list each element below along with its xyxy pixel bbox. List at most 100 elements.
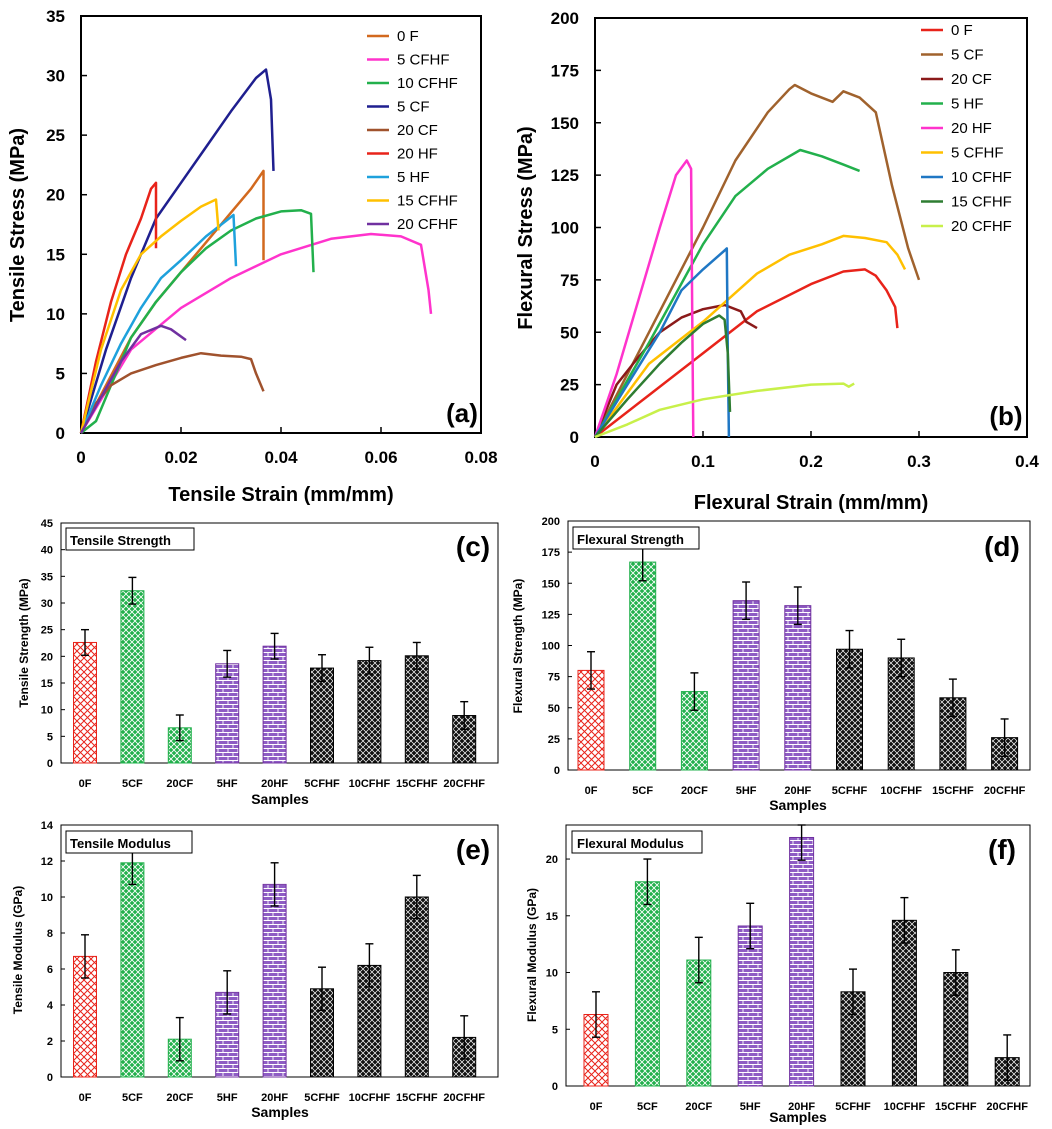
y-tick-label: 125 [551,166,579,185]
x-tick-label: 10CFHF [349,778,391,790]
error-bar [849,968,857,1016]
y-axis-title: Flexural Stress (MPa) [515,126,537,329]
y-tick-label: 125 [542,609,560,621]
error-bar [742,581,751,621]
x-tick-label: 5CFHF [304,1092,340,1104]
error-bar [797,824,806,861]
y-tick-label: 150 [542,578,560,590]
error-bar [1000,718,1009,758]
y-tick-label: 0 [47,758,53,770]
legend-label: 5 CFHF [397,52,450,69]
legend-label: 20 CF [397,122,438,139]
error-bar [81,628,89,656]
inner-label: Tensile Modulus [70,836,171,851]
x-tick-label: 0.3 [907,452,931,471]
series-line [593,247,731,438]
series-line [594,268,899,438]
bar [891,919,917,1087]
x-tick-label: 0F [585,785,598,797]
y-tick-label: 4 [47,1000,54,1012]
y-tick-label: 20 [546,854,558,866]
inner-label-box [571,830,703,854]
legend-label: 10 CFHF [397,75,458,92]
y-tick-label: 0 [554,765,560,777]
x-tick-label: 0.4 [1015,452,1039,471]
x-tick-label: 0.1 [691,452,715,471]
error-bar [318,966,326,1012]
bar [784,605,812,771]
legend-label: 15 CFHF [951,194,1012,211]
error-bar [460,1015,469,1060]
legend-label: 5 HF [951,96,984,113]
error-bar [951,949,960,996]
series-line [594,314,732,438]
series-line [79,169,265,434]
bar [215,663,240,764]
x-tick-label: 0.06 [364,448,397,467]
x-tick-label: 15CFHF [935,1101,977,1113]
y-tick-label: 75 [548,672,560,684]
x-tick-label: 20CF [166,1092,193,1104]
y-tick-label: 150 [551,114,579,133]
x-tick-label: 20CF [681,785,708,797]
x-axis-title: Samples [251,1104,309,1120]
bar [629,561,657,771]
y-axis-title: Tensile Strength (MPa) [17,578,31,707]
series-line [79,324,187,434]
y-tick-label: 12 [41,856,53,868]
error-bar [412,874,421,920]
y-tick-label: 75 [560,271,579,290]
y-tick-label: 30 [46,67,65,86]
error-bar [175,1016,184,1062]
error-bar [900,896,909,944]
x-tick-label: 15CFHF [396,778,438,790]
series-line [593,148,861,438]
legend-label: 20 HF [397,146,438,163]
x-tick-label: 0 [76,448,85,467]
y-tick-label: 0 [47,1072,53,1084]
x-tick-label: 0F [590,1101,603,1113]
y-tick-label: 10 [546,968,558,980]
bar [737,925,763,1087]
y-tick-label: 0 [570,428,579,447]
series-line [79,351,265,434]
x-tick-label: 5CF [122,778,143,790]
x-axis-title: Samples [251,791,309,807]
legend-label: 0 F [951,22,973,39]
x-tick-label: 5HF [217,1092,238,1104]
x-tick-label: 20HF [261,1092,288,1104]
y-tick-label: 40 [41,545,53,557]
y-axis-title: Flexural Strength (MPa) [511,579,525,714]
series-line [79,68,275,434]
y-tick-label: 15 [46,245,65,264]
y-tick-label: 200 [542,516,560,528]
bar [404,655,429,764]
y-tick-label: 175 [551,61,579,80]
error-bar [1003,1034,1012,1082]
series-line [79,213,238,434]
x-tick-label: 5CFHF [304,778,340,790]
y-tick-label: 20 [41,651,53,663]
series-line [594,382,855,439]
error-bar [365,646,374,675]
panel-tag: (e) [456,834,490,865]
y-tick-label: 5 [552,1024,558,1036]
y-tick-label: 175 [542,547,560,559]
error-bar [223,970,232,1015]
x-tick-label: 20HF [788,1101,815,1113]
error-bar [694,936,703,984]
inner-label: Tensile Strength [70,533,171,548]
y-tick-label: 20 [46,186,65,205]
bar [634,881,660,1087]
error-bar [587,651,595,690]
error-bar [365,943,374,988]
x-tick-label: 20CF [685,1101,712,1113]
x-axis-title: Flexural Strain (mm/mm) [694,492,929,514]
error-bar [897,638,906,678]
legend: 0 F 5 CFHF 10 CFHF 5 CF 20 CF 20 HF 5 HF 15 CFH… [367,28,458,233]
series-line [593,159,695,438]
x-tick-label: 10CFHF [880,785,922,797]
panel-c-tensile-strength: 0 5 10 15 20 25 30 35 40 45 0F 5CF 20CF 5HF 20HF 5CFHF 1… [17,518,499,807]
bar [73,641,97,764]
x-tick-label: 20CFHF [984,785,1026,797]
